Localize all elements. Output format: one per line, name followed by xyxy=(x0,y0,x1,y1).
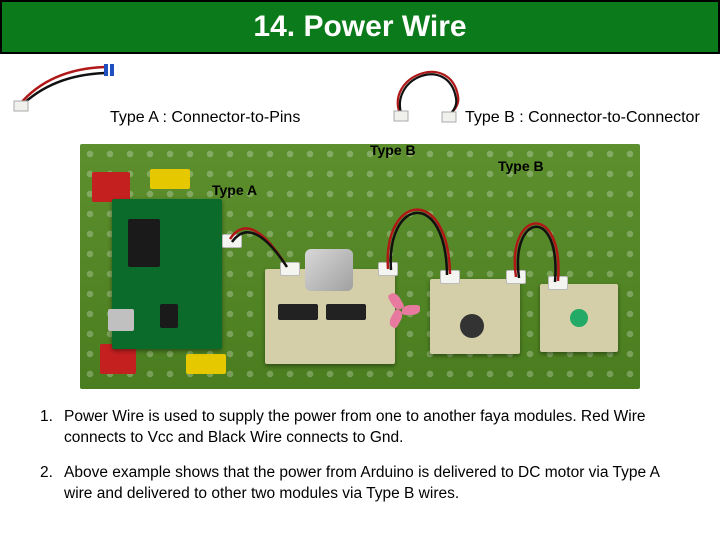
chip-icon xyxy=(160,304,178,328)
ic-chip-icon xyxy=(326,304,366,320)
wire-types-row: Type A : Connector-to-Pins Type B : Conn… xyxy=(0,54,720,144)
note-number: 2. xyxy=(40,463,64,505)
note-number: 1. xyxy=(40,407,64,449)
connector-icon xyxy=(378,262,398,276)
lego-brick-yellow xyxy=(150,169,190,189)
type-a-panel: Type A : Connector-to-Pins xyxy=(0,54,360,144)
note-text: Power Wire is used to supply the power f… xyxy=(64,407,680,449)
slide-title-bar: 14. Power Wire xyxy=(0,0,720,54)
type-a-wire-icon xyxy=(10,59,120,119)
ic-chip-icon xyxy=(278,304,318,320)
lego-brick-red xyxy=(92,172,130,202)
mcu-chip-icon xyxy=(128,219,160,267)
slide-title: 14. Power Wire xyxy=(253,10,466,43)
component-icon xyxy=(460,314,484,338)
type-a-label: Type A : Connector-to-Pins xyxy=(110,109,300,127)
annot-type-b-2: Type B xyxy=(498,158,544,174)
connector-icon xyxy=(506,270,526,284)
connector-icon xyxy=(548,276,568,290)
dc-motor-icon xyxy=(305,249,353,291)
annot-type-a: Type A xyxy=(212,182,257,198)
type-b-panel: Type B : Connector-to-Connector xyxy=(360,54,720,144)
fan-icon xyxy=(380,289,422,331)
led-icon xyxy=(570,309,588,327)
connector-icon xyxy=(222,234,242,248)
example-photo: Type B Type B Type A xyxy=(80,144,640,389)
lego-brick-yellow xyxy=(186,354,226,374)
type-b-label: Type B : Connector-to-Connector xyxy=(465,109,700,127)
notes-list: 1. Power Wire is used to supply the powe… xyxy=(0,389,720,505)
usb-port-icon xyxy=(108,309,134,331)
note-item: 1. Power Wire is used to supply the powe… xyxy=(40,407,680,449)
connector-icon xyxy=(440,270,460,284)
note-text: Above example shows that the power from … xyxy=(64,463,680,505)
note-item: 2. Above example shows that the power fr… xyxy=(40,463,680,505)
connector-icon xyxy=(280,262,300,276)
annot-type-b-1: Type B xyxy=(370,144,416,158)
